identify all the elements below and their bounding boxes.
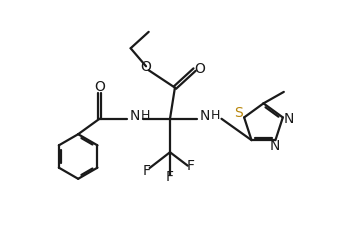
Text: F: F [166, 170, 174, 184]
Text: F: F [186, 159, 194, 173]
Text: F: F [142, 164, 150, 178]
Text: H: H [211, 109, 220, 122]
Text: N: N [130, 109, 140, 122]
Text: N: N [270, 139, 280, 153]
Text: S: S [234, 106, 243, 120]
Text: N: N [283, 112, 293, 126]
Text: O: O [95, 80, 106, 94]
Text: O: O [140, 60, 151, 74]
Text: O: O [194, 62, 205, 76]
Text: H: H [141, 109, 150, 122]
Text: N: N [200, 109, 210, 122]
